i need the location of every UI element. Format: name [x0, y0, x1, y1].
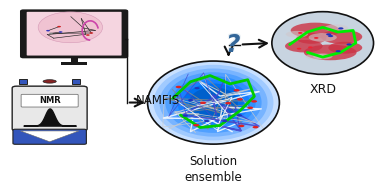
- Circle shape: [176, 86, 182, 88]
- Ellipse shape: [286, 31, 308, 38]
- Ellipse shape: [305, 54, 325, 60]
- Circle shape: [193, 124, 199, 126]
- Text: ?: ?: [224, 32, 239, 56]
- Circle shape: [247, 107, 253, 109]
- Ellipse shape: [285, 40, 323, 52]
- Bar: [72, 79, 81, 84]
- Circle shape: [298, 32, 302, 34]
- Circle shape: [297, 48, 301, 50]
- Ellipse shape: [291, 23, 340, 38]
- Ellipse shape: [147, 61, 279, 144]
- Polygon shape: [20, 131, 79, 142]
- Ellipse shape: [183, 83, 244, 122]
- Ellipse shape: [321, 30, 362, 44]
- Circle shape: [237, 98, 243, 101]
- Ellipse shape: [165, 72, 262, 133]
- Circle shape: [347, 43, 352, 46]
- Text: Solution
ensemble: Solution ensemble: [184, 155, 242, 184]
- FancyBboxPatch shape: [21, 10, 127, 57]
- Circle shape: [90, 32, 93, 34]
- Ellipse shape: [296, 33, 327, 44]
- Circle shape: [253, 126, 259, 128]
- Ellipse shape: [324, 24, 348, 32]
- Circle shape: [314, 37, 319, 39]
- Ellipse shape: [153, 65, 273, 140]
- Ellipse shape: [328, 42, 362, 54]
- Text: NMR: NMR: [39, 96, 60, 105]
- Circle shape: [183, 115, 188, 117]
- Circle shape: [338, 27, 344, 30]
- Circle shape: [188, 99, 193, 101]
- Ellipse shape: [272, 12, 373, 74]
- Circle shape: [46, 30, 50, 31]
- Bar: [71, 56, 77, 63]
- FancyBboxPatch shape: [13, 129, 87, 144]
- Circle shape: [328, 35, 333, 37]
- Ellipse shape: [304, 45, 356, 60]
- Ellipse shape: [38, 12, 102, 43]
- Circle shape: [57, 26, 61, 27]
- Circle shape: [234, 89, 240, 92]
- Text: ?: ?: [226, 32, 241, 56]
- Circle shape: [222, 120, 228, 122]
- Ellipse shape: [43, 80, 56, 83]
- Text: NAMFIS: NAMFIS: [136, 94, 181, 107]
- Circle shape: [251, 100, 257, 103]
- Circle shape: [194, 87, 200, 89]
- Ellipse shape: [177, 80, 250, 125]
- Circle shape: [326, 33, 332, 36]
- Circle shape: [239, 125, 245, 127]
- Circle shape: [59, 31, 62, 33]
- Bar: [61, 62, 87, 65]
- Circle shape: [49, 33, 53, 34]
- Ellipse shape: [308, 33, 337, 42]
- FancyBboxPatch shape: [27, 12, 122, 56]
- FancyBboxPatch shape: [21, 94, 78, 107]
- Circle shape: [308, 46, 313, 48]
- Circle shape: [225, 102, 231, 104]
- Ellipse shape: [171, 76, 256, 129]
- Text: ?: ?: [225, 33, 240, 57]
- Ellipse shape: [313, 53, 332, 59]
- Bar: [19, 79, 27, 84]
- Circle shape: [86, 34, 90, 36]
- FancyBboxPatch shape: [12, 86, 87, 131]
- Ellipse shape: [189, 87, 238, 118]
- Text: XRD: XRD: [309, 83, 336, 96]
- Circle shape: [200, 102, 206, 104]
- Ellipse shape: [160, 68, 268, 137]
- Circle shape: [204, 120, 209, 122]
- Circle shape: [336, 50, 341, 52]
- Circle shape: [237, 114, 242, 116]
